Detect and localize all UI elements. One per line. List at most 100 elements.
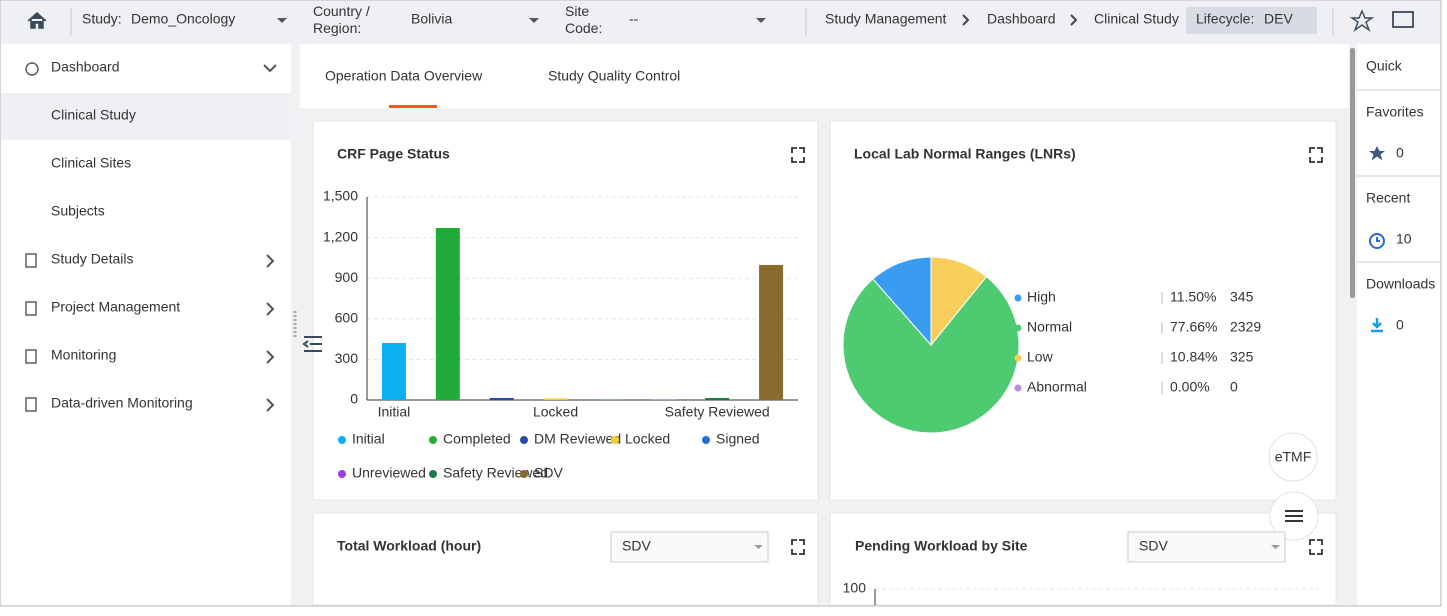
chart-title: Total Workload (hour) <box>337 538 481 554</box>
legend-swatch <box>702 436 710 444</box>
region-value: Bolivia <box>411 11 452 27</box>
legend-swatch <box>429 436 437 444</box>
tab-bar <box>300 44 1349 108</box>
legend-swatch <box>1014 324 1022 332</box>
y-tick-label: 900 <box>335 269 359 285</box>
bar <box>381 343 406 400</box>
pie-slice <box>872 256 932 347</box>
legend-label: Abnormal <box>1027 379 1087 395</box>
legend-label: Safety Reviewed <box>443 465 548 481</box>
lifecycle-label: Lifecycle: <box>1196 11 1254 27</box>
region-label: Country / Region: <box>313 3 370 36</box>
nav-item: Data-driven Monitoring <box>51 395 193 411</box>
legend-count: 345 <box>1230 289 1254 305</box>
nav-item: Monitoring <box>51 347 116 363</box>
legend-label: Normal <box>1027 319 1072 335</box>
quick-count: 0 <box>1396 317 1404 333</box>
legend-percent: 77.66% <box>1170 319 1217 335</box>
y-tick-label: 100 <box>843 580 867 596</box>
legend-swatch <box>520 470 528 478</box>
select-value: SDV <box>1139 538 1168 554</box>
bar <box>489 397 514 400</box>
chart-title: Pending Workload by Site <box>855 538 1028 554</box>
legend-label: DM Reviewed <box>534 431 621 447</box>
x-tick-label: Initial <box>378 404 411 420</box>
bar <box>435 227 460 400</box>
legend-count: 325 <box>1230 349 1254 365</box>
breadcrumb: Study Management <box>825 11 947 27</box>
chart-title: CRF Page Status <box>337 146 450 162</box>
star-icon[interactable] <box>1349 9 1375 32</box>
quick-panel <box>1357 44 1440 605</box>
lifecycle-box[interactable] <box>1186 7 1317 34</box>
legend-label: High <box>1027 289 1056 305</box>
legend-swatch <box>338 436 346 444</box>
bar <box>705 397 730 400</box>
legend-swatch <box>338 470 346 478</box>
y-tick-label: 0 <box>350 391 358 407</box>
tab: Operation Data Overview <box>325 68 483 84</box>
tab: Study Quality Control <box>548 68 680 84</box>
nav-item: Study Details <box>51 251 133 267</box>
x-tick-label: Locked <box>533 404 578 420</box>
screen-icon[interactable] <box>1392 11 1414 28</box>
crumb-chevrons <box>962 14 1078 26</box>
nav-item: Project Management <box>51 299 180 315</box>
selects[interactable] <box>610 531 1286 563</box>
expand-icons[interactable] <box>791 147 1323 555</box>
lifecycle-value: DEV <box>1264 11 1293 27</box>
legend-label: Completed <box>443 431 511 447</box>
legend-swatch <box>1014 354 1022 362</box>
bar <box>543 398 568 400</box>
cards <box>312 120 1337 606</box>
etmf-button: eTMF <box>1275 449 1312 465</box>
nav-item: Subjects <box>51 203 105 219</box>
breadcrumb: Clinical Study <box>1094 11 1179 27</box>
chart-title: Local Lab Normal Ranges (LNRs) <box>854 146 1076 162</box>
legend-swatch <box>429 470 437 478</box>
y-tick-label: 300 <box>335 350 359 366</box>
quick-label: Quick <box>1366 58 1403 74</box>
legend-percent: 11.50% <box>1170 289 1216 305</box>
nav-item: Clinical Study <box>51 107 136 123</box>
legend-label: Unreviewed <box>352 465 426 481</box>
x-tick-label: Safety Reviewed <box>665 404 770 420</box>
legend-label: SDV <box>534 465 563 481</box>
sidebar-icons <box>25 62 277 412</box>
site-value: -- <box>629 11 639 27</box>
legend-percent: 10.84% <box>1170 349 1217 365</box>
collapse-icon[interactable] <box>302 336 322 352</box>
legend-label: Locked <box>625 431 670 447</box>
nav-item: Dashboard <box>51 59 120 75</box>
pie-slice <box>930 256 988 347</box>
legend-label: Initial <box>352 431 385 447</box>
legend-swatch <box>611 436 619 444</box>
tab-underline <box>389 105 437 108</box>
quick-label: Recent <box>1366 190 1410 206</box>
breadcrumb: Dashboard <box>987 11 1056 27</box>
legend-count: 2329 <box>1230 319 1261 335</box>
quick-icons <box>1369 146 1385 333</box>
quick-label: Favorites <box>1366 104 1424 120</box>
y-tick-label: 600 <box>335 310 359 326</box>
nav-item: Clinical Sites <box>51 155 131 171</box>
study-label: Study: <box>82 11 122 27</box>
list-icon[interactable] <box>1285 510 1303 522</box>
active-item <box>1 93 291 140</box>
legend-swatch <box>520 436 528 444</box>
quick-count: 0 <box>1396 145 1404 161</box>
separators <box>70 8 1440 263</box>
site-label: Site Code: <box>565 3 602 36</box>
quick-label: Downloads <box>1366 276 1435 292</box>
legend-swatch <box>1014 384 1022 392</box>
y-tick-label: 1,500 <box>323 188 358 204</box>
legend-label: Low <box>1027 349 1054 365</box>
scrollbar <box>1350 48 1355 298</box>
home-icon[interactable] <box>27 11 47 29</box>
bar <box>759 264 784 400</box>
legend-count: 0 <box>1230 379 1238 395</box>
legend-label: Signed <box>716 431 760 447</box>
select-value: SDV <box>622 538 651 554</box>
legend-percent: 0.00% <box>1170 379 1210 395</box>
